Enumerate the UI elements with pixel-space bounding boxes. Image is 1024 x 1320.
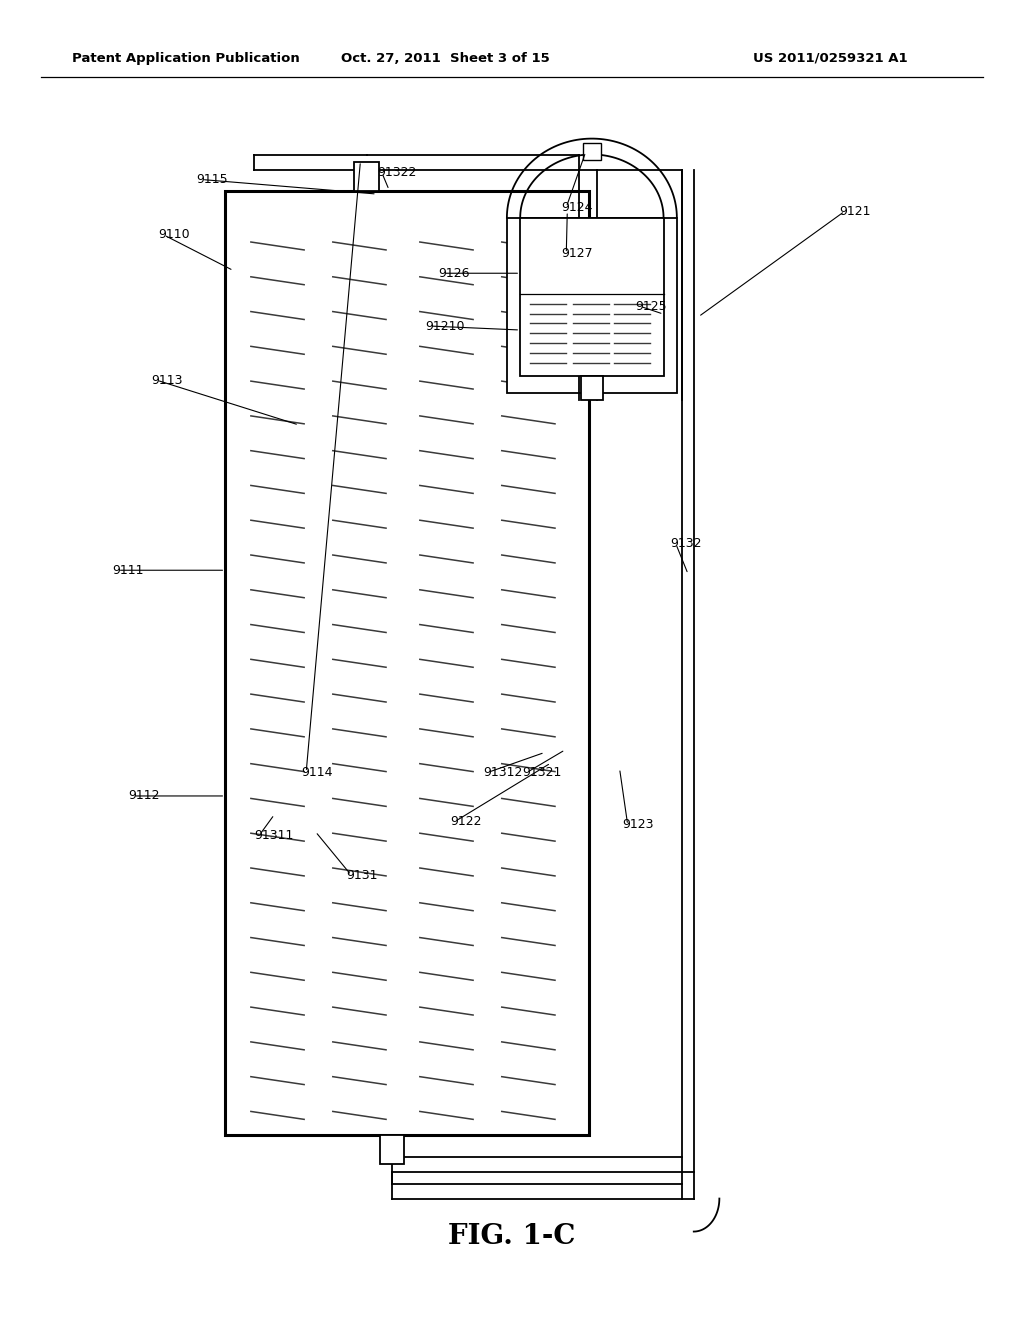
Text: 9127: 9127 <box>561 247 593 260</box>
Text: 9122: 9122 <box>451 814 482 828</box>
Text: 9125: 9125 <box>635 300 667 313</box>
Text: Oct. 27, 2011  Sheet 3 of 15: Oct. 27, 2011 Sheet 3 of 15 <box>341 51 550 65</box>
Text: 9114: 9114 <box>301 766 333 779</box>
Text: 9110: 9110 <box>159 228 190 242</box>
Text: 9123: 9123 <box>623 818 654 832</box>
Bar <box>581 376 603 400</box>
Text: 9115: 9115 <box>197 173 228 186</box>
Text: 91321: 91321 <box>522 766 561 779</box>
Text: Patent Application Publication: Patent Application Publication <box>72 51 299 65</box>
Bar <box>354 162 379 191</box>
Text: FIG. 1-C: FIG. 1-C <box>449 1224 575 1250</box>
Text: 91311: 91311 <box>254 829 293 842</box>
Bar <box>380 1135 404 1164</box>
Text: 9132: 9132 <box>671 537 702 550</box>
Text: 9111: 9111 <box>113 564 144 577</box>
Text: 9131: 9131 <box>346 869 378 882</box>
Text: 9126: 9126 <box>438 267 470 280</box>
Text: 9112: 9112 <box>128 789 160 803</box>
Text: 9121: 9121 <box>840 205 871 218</box>
Text: US 2011/0259321 A1: US 2011/0259321 A1 <box>753 51 907 65</box>
Bar <box>583 143 601 160</box>
Bar <box>520 218 664 376</box>
Text: 9113: 9113 <box>152 374 183 387</box>
Text: 9124: 9124 <box>561 201 593 214</box>
Bar <box>507 218 677 393</box>
Text: 91322: 91322 <box>377 166 416 180</box>
Text: 91210: 91210 <box>425 319 465 333</box>
Bar <box>225 191 589 1135</box>
Text: 91312: 91312 <box>483 766 522 779</box>
